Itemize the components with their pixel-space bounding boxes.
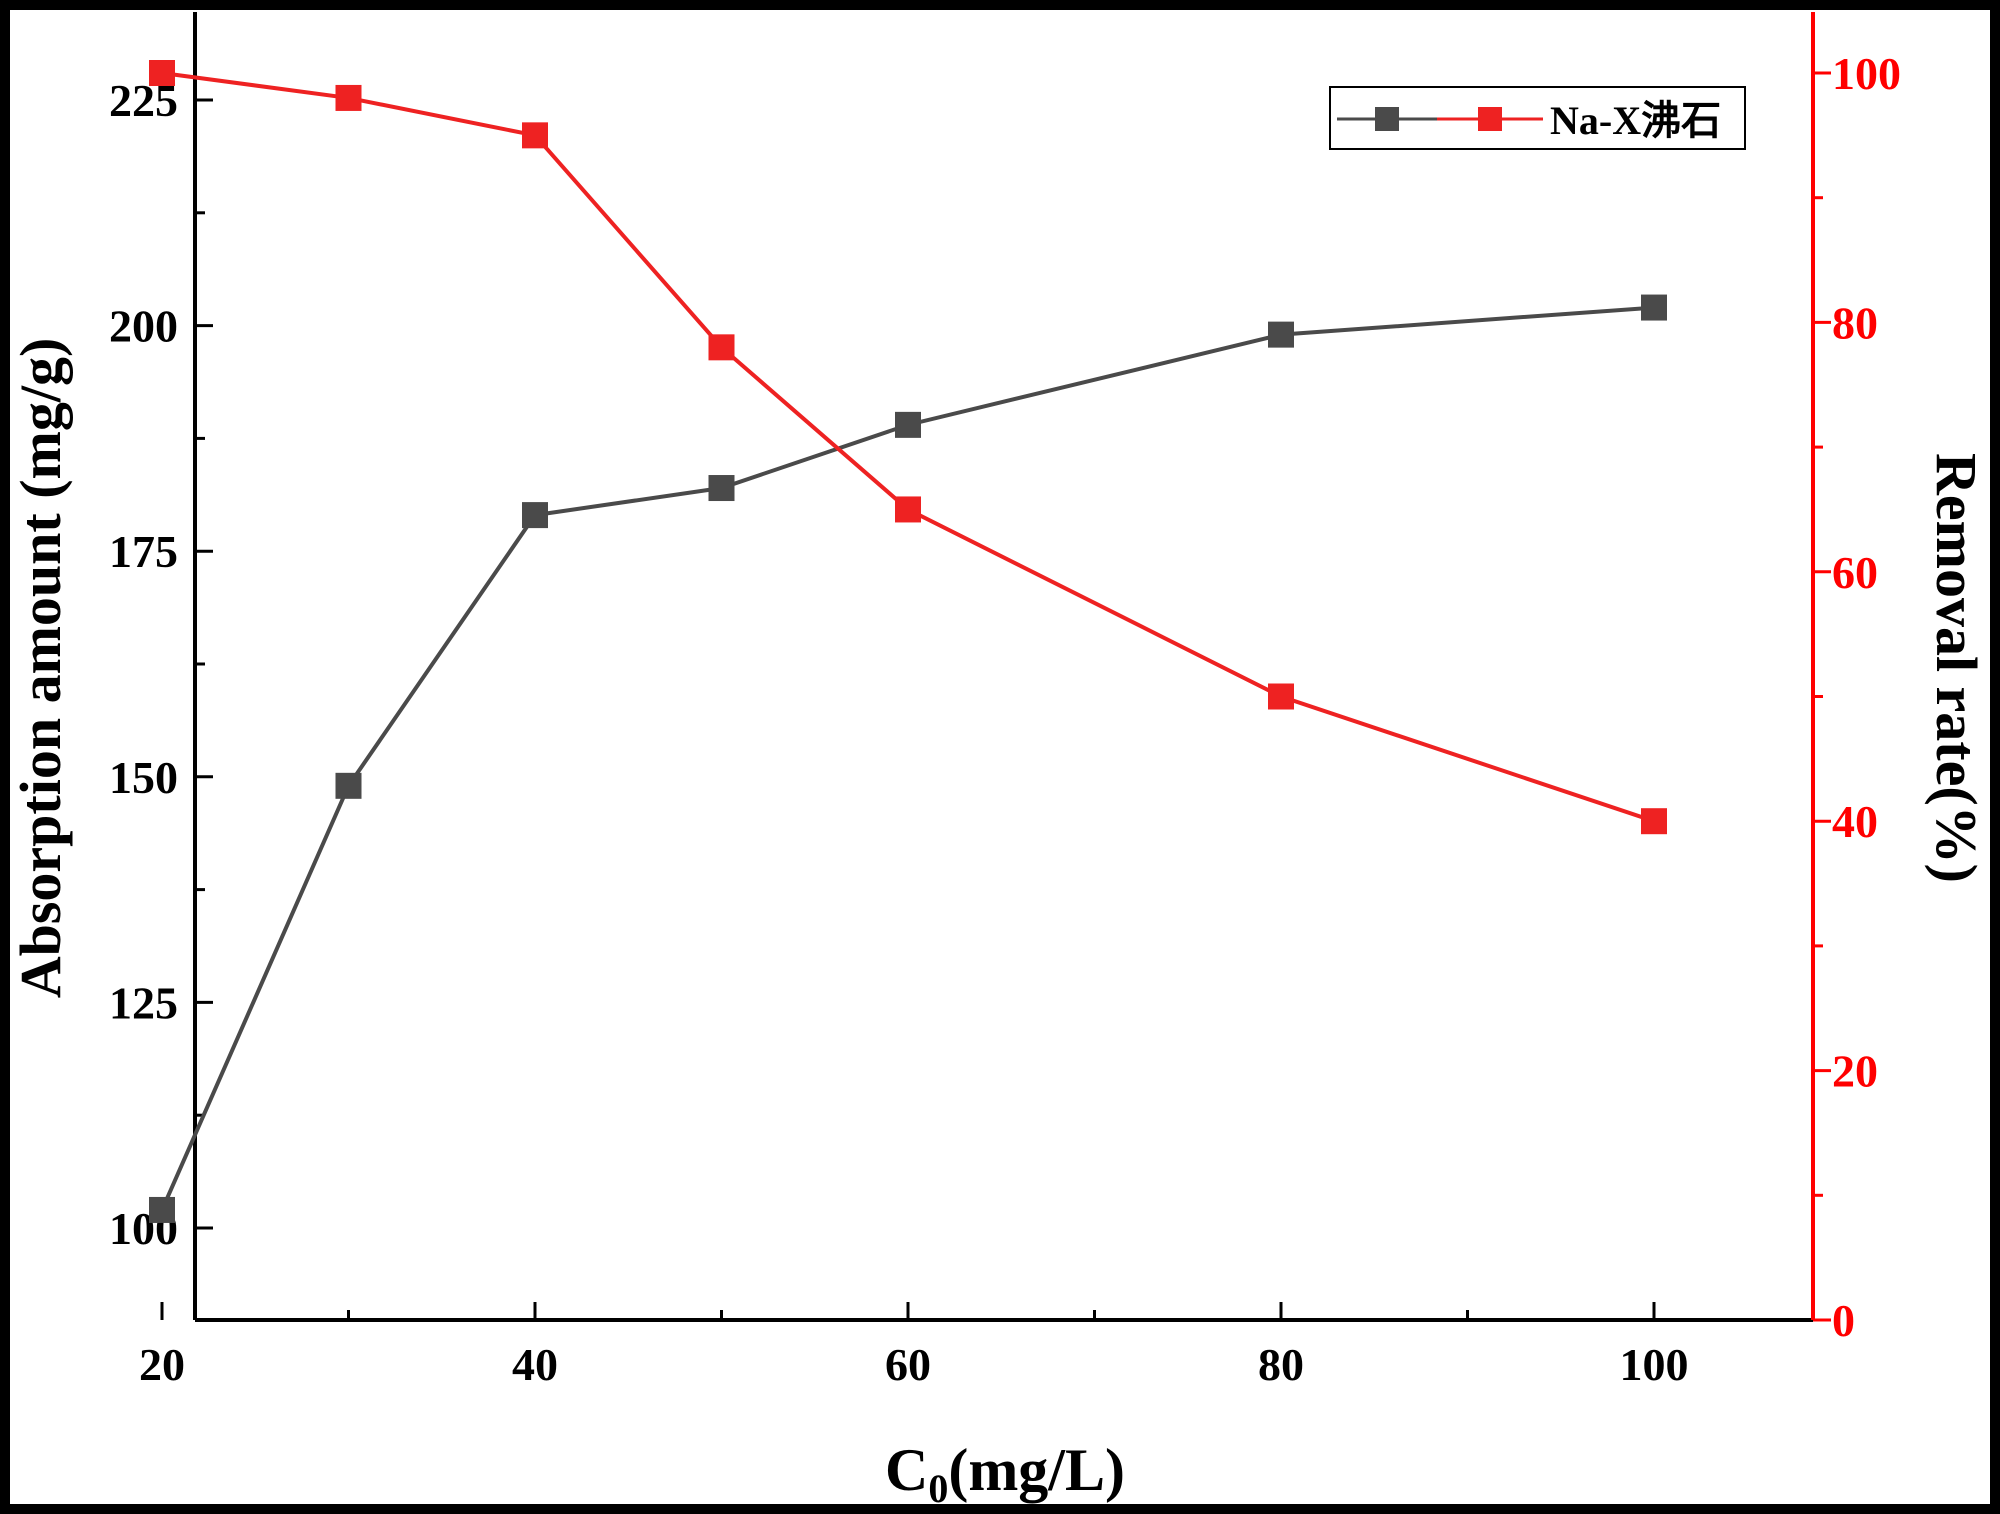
point-absorption-60 [895, 411, 921, 438]
right-y-tick-label: 20 [1832, 1046, 1878, 1097]
x-axis-title-main: C [885, 1437, 928, 1503]
x-tick-label: 80 [1258, 1339, 1304, 1390]
right-y-tick-label: 0 [1832, 1295, 1855, 1346]
left-y-tick-label: 125 [109, 977, 178, 1028]
left-axis-title: Absorption amount (mg/g) [8, 338, 73, 999]
point-removal-20 [149, 60, 175, 86]
series-line-absorption [160, 305, 1655, 1211]
right-y-tick-label: 40 [1832, 796, 1878, 847]
point-absorption-50 [708, 475, 735, 502]
right-y-ticks: 0 20 40 60 80 100 [1813, 48, 1901, 1346]
point-absorption-20 [149, 1196, 175, 1223]
point-absorption-100 [1641, 294, 1667, 321]
right-axis-title: Removal rate(%) [1924, 453, 1989, 883]
point-absorption-80 [1268, 321, 1294, 348]
point-removal-100 [1641, 808, 1667, 835]
x-tick-label: 60 [885, 1339, 931, 1390]
legend-marker-red [1478, 107, 1502, 131]
series-layer [149, 60, 1667, 1223]
point-removal-80 [1268, 683, 1294, 710]
x-tick-label: 100 [1620, 1339, 1689, 1390]
point-absorption-30 [335, 772, 362, 799]
point-removal-60 [895, 496, 921, 523]
right-y-tick-label: 80 [1832, 297, 1878, 348]
right-y-tick-label: 100 [1832, 48, 1901, 99]
x-axis-title-tail: (mg/L) [948, 1437, 1125, 1503]
left-y-tick-label: 200 [109, 301, 178, 352]
legend-label: Na-X沸石 [1550, 98, 1721, 143]
x-axis-title-subscript: 0 [928, 1466, 948, 1511]
point-removal-40 [522, 122, 548, 149]
legend: Na-X沸石 [1329, 86, 1746, 150]
point-absorption-40 [522, 502, 548, 529]
legend-marker-gray [1375, 107, 1399, 131]
x-tick-label: 40 [512, 1339, 558, 1390]
left-y-tick-label: 175 [109, 526, 178, 577]
left-y-tick-label: 150 [109, 752, 178, 803]
point-removal-50 [708, 334, 735, 361]
point-removal-30 [335, 84, 362, 111]
series-line-removal [161, 71, 1655, 824]
x-ticks: 20 40 60 80 100 [139, 1302, 1689, 1390]
right-y-tick-label: 60 [1832, 547, 1878, 598]
x-axis-title: C0(mg/L) [885, 1437, 1125, 1511]
x-tick-label: 20 [139, 1339, 185, 1390]
